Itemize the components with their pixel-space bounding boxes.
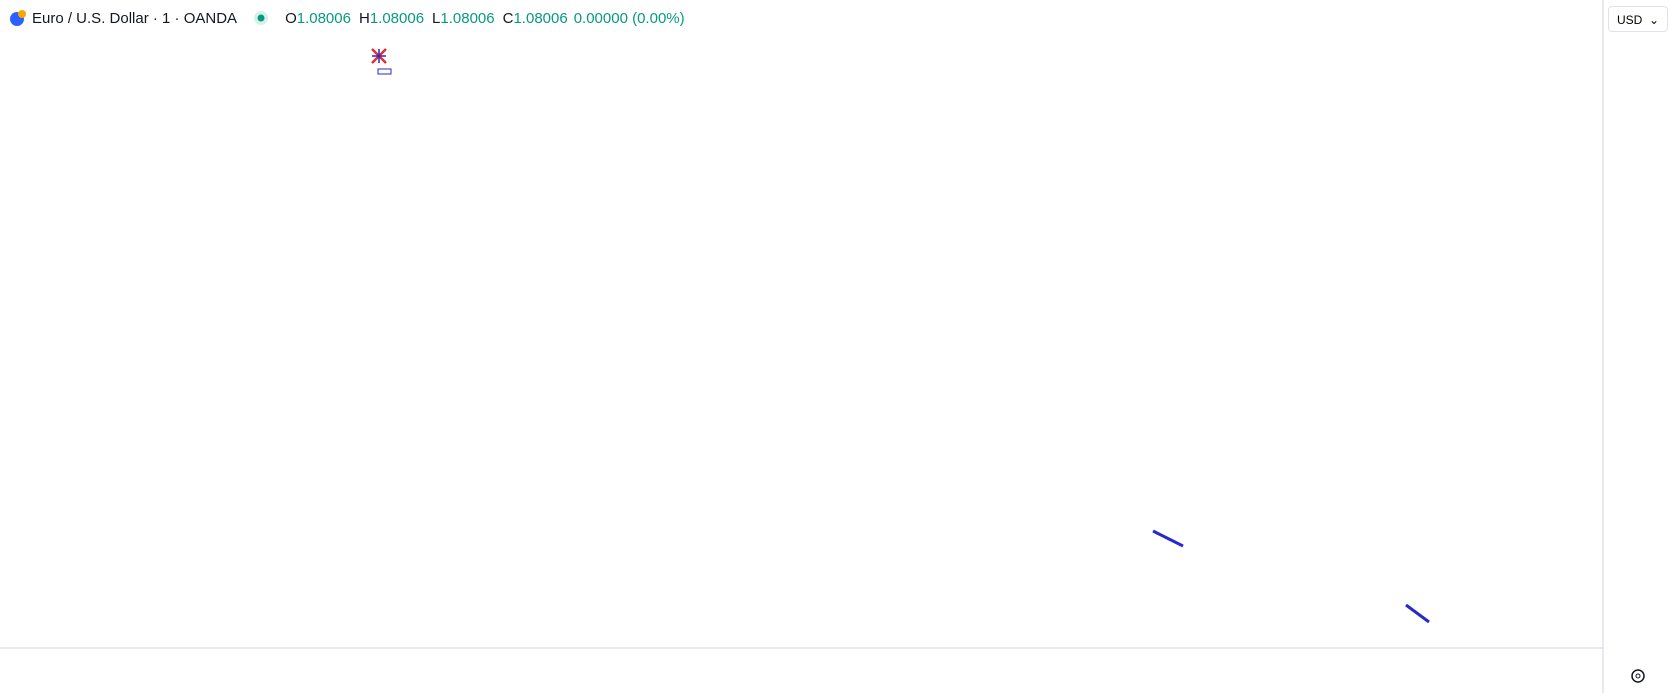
drawing-line bbox=[1405, 603, 1430, 624]
currency: USD bbox=[1617, 13, 1643, 27]
ohlc-value: 1.08006 bbox=[513, 9, 568, 27]
ohlc-key: H bbox=[358, 9, 370, 27]
legend-header: Euro / U.S. Dollar · 1 · OANDA O1.08006 H… bbox=[8, 6, 685, 30]
ohlc-value: 1.08006 bbox=[296, 9, 351, 27]
ohlc-value: 1.08006 bbox=[369, 9, 425, 27]
ohlc-key: O bbox=[285, 9, 297, 27]
ohlc-value: 1.08006 bbox=[440, 9, 495, 27]
settings-icon[interactable] bbox=[1631, 669, 1645, 683]
drawings bbox=[371, 48, 1430, 624]
ohlc-key: C bbox=[502, 9, 514, 27]
symbol[interactable]: Euro / U.S. Dollar · 1 · OANDA bbox=[32, 9, 238, 27]
ohlc-key: L bbox=[432, 9, 441, 27]
marker-cross bbox=[372, 49, 386, 63]
status-dot bbox=[254, 11, 269, 25]
marker-box bbox=[377, 68, 392, 75]
symbol-icon bbox=[10, 10, 26, 26]
currency-button[interactable]: USD ⌄ bbox=[1608, 6, 1668, 32]
change: 0.00000 (0.00%) bbox=[573, 9, 685, 27]
drawing-line bbox=[1152, 529, 1184, 548]
